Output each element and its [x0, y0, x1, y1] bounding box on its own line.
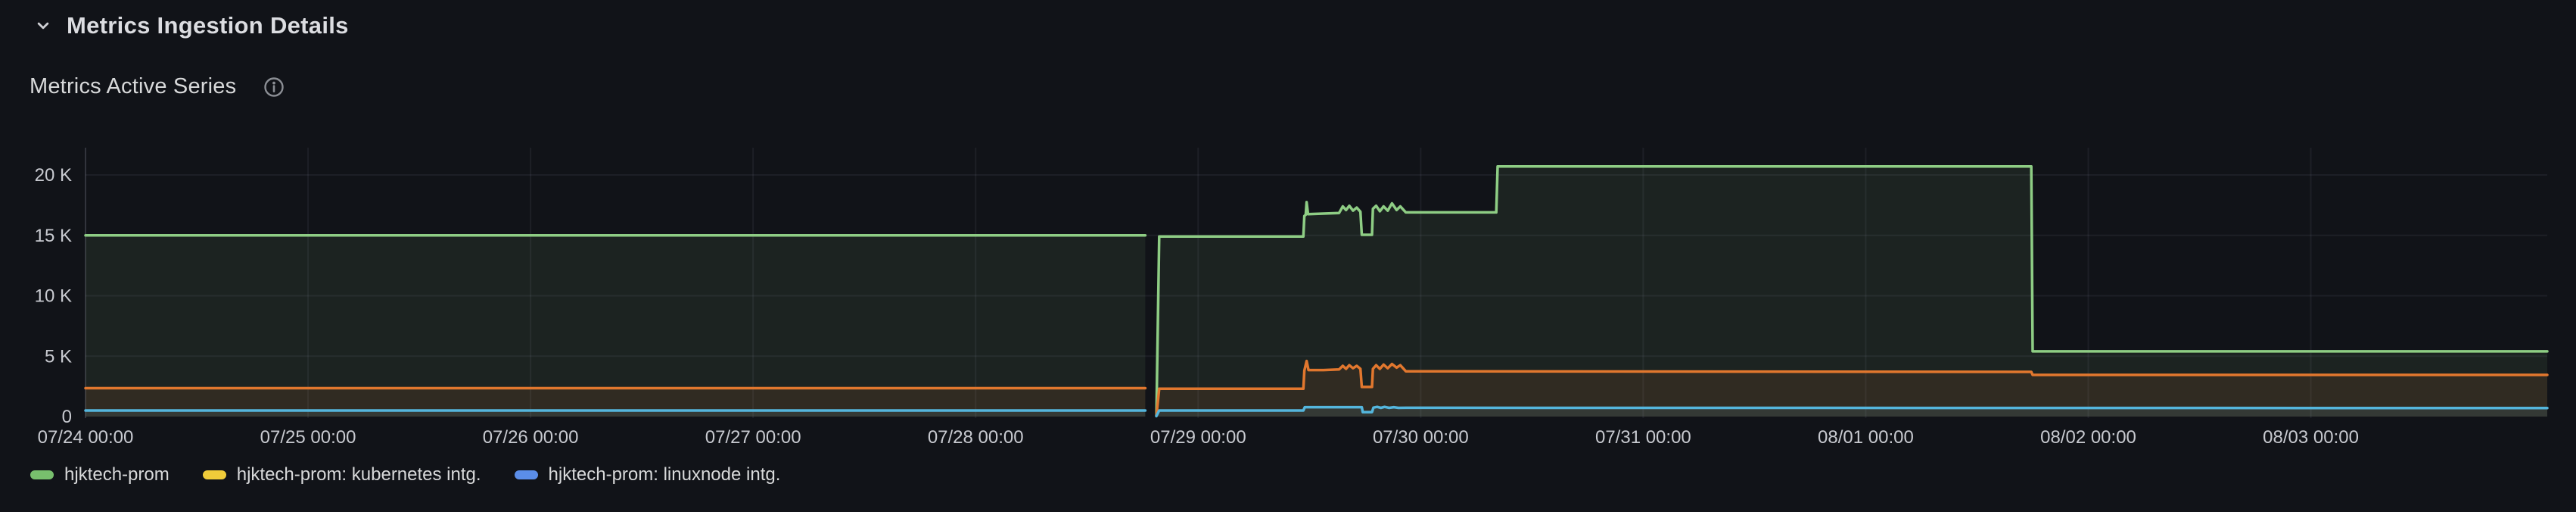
legend-item-3[interactable]: hjktech-prom: linuxnode intg. — [514, 464, 781, 485]
x-tick-label: 08/01 00:00 — [1818, 427, 1914, 448]
y-tick-label: 10 K — [35, 286, 72, 307]
x-tick-label: 07/30 00:00 — [1373, 427, 1469, 448]
y-tick-label: 0 — [62, 407, 72, 427]
series-line-3[interactable] — [1155, 405, 2549, 418]
x-tick-label: 07/28 00:00 — [928, 427, 1024, 448]
legend-swatch-2 — [202, 470, 226, 479]
series-line-1[interactable] — [1155, 165, 2549, 417]
chevron-down-icon[interactable] — [32, 14, 54, 37]
panel-title[interactable]: Metrics Active Series — [30, 74, 237, 98]
legend-label-3: hjktech-prom: linuxnode intg. — [548, 464, 781, 485]
series-fill-1 — [1156, 166, 2547, 417]
legend-item-2[interactable]: hjktech-prom: kubernetes intg. — [202, 464, 481, 485]
x-tick-label: 07/31 00:00 — [1595, 427, 1691, 448]
series-fill-3 — [86, 411, 1146, 417]
y-tick-label: 15 K — [35, 226, 72, 246]
series-line-2[interactable] — [1155, 359, 2549, 417]
panel-header: Metrics Active Series — [30, 74, 285, 99]
info-circle-icon[interactable] — [263, 76, 285, 98]
y-tick-label: 20 K — [35, 165, 72, 186]
x-tick-label: 08/02 00:00 — [2040, 427, 2136, 448]
y-tick-label: 5 K — [45, 346, 72, 367]
x-tick-label: 07/24 00:00 — [38, 427, 134, 448]
section-title[interactable]: Metrics Ingestion Details — [67, 12, 349, 39]
x-tick-label: 08/03 00:00 — [2263, 427, 2359, 448]
x-tick-label: 07/29 00:00 — [1150, 427, 1246, 448]
row-header: Metrics Ingestion Details — [32, 12, 349, 39]
legend-item-1[interactable]: hjktech-prom — [30, 464, 170, 485]
x-tick-label: 07/27 00:00 — [705, 427, 801, 448]
legend-label-2: hjktech-prom: kubernetes intg. — [236, 464, 481, 485]
legend: hjktech-prom hjktech-prom: kubernetes int… — [30, 464, 780, 485]
series-fill-2 — [1156, 361, 2547, 417]
series-fill-1 — [86, 235, 1146, 417]
legend-swatch-1 — [30, 470, 54, 479]
legend-swatch-3 — [514, 470, 538, 479]
x-tick-label: 07/26 00:00 — [483, 427, 579, 448]
x-tick-label: 07/25 00:00 — [260, 427, 356, 448]
legend-label-1: hjktech-prom — [64, 464, 170, 485]
